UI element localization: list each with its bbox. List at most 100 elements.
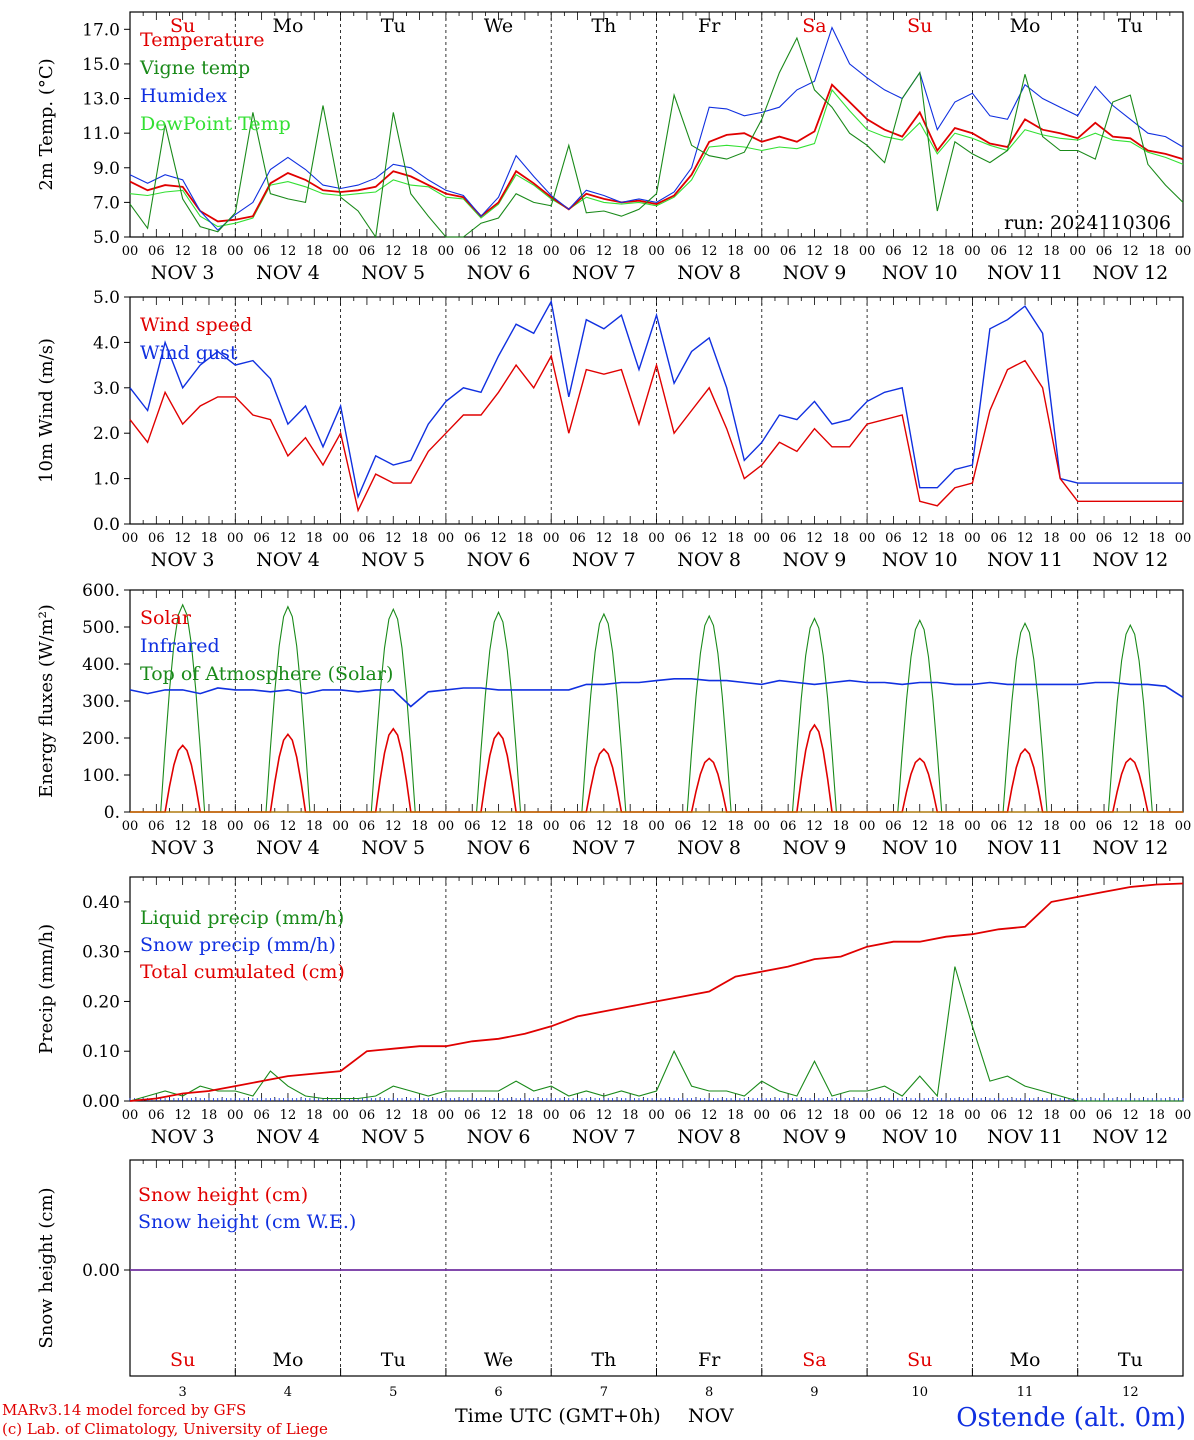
series-line-humidex (129, 26, 1184, 231)
x-hour-label: 18 (1148, 1108, 1165, 1123)
series-line-total-cumulated (129, 882, 1184, 1102)
x-hour-label: 00 (332, 531, 349, 546)
y-tick-label: 200. (82, 729, 120, 749)
x-hour-label: 18 (938, 531, 955, 546)
x-date-label: NOV 6 (467, 837, 531, 859)
x-date-label: NOV 4 (256, 1126, 320, 1148)
x-date-label: NOV 9 (783, 549, 847, 571)
x-hour-label: 00 (859, 1108, 876, 1123)
x-date-label: NOV 8 (677, 837, 741, 859)
x-date-label: NOV 10 (882, 262, 958, 284)
y-tick-label: 0.00 (82, 1092, 120, 1112)
x-hour-label: 00 (1069, 1108, 1086, 1123)
x-hour-label: 00 (1175, 819, 1192, 834)
x-date-label: NOV 4 (256, 549, 320, 571)
day-name-label: Fr (698, 15, 721, 37)
x-date-label: NOV 9 (783, 837, 847, 859)
y-tick-label: 2.0 (93, 424, 120, 444)
station-name: Ostende (alt. 0m) (956, 1403, 1186, 1433)
lab-credit: (c) Lab. of Climatology, University of L… (2, 1420, 328, 1438)
x-hour-label: 00 (964, 819, 981, 834)
x-hour-label: 06 (990, 819, 1007, 834)
y-tick-label: 3.0 (93, 379, 120, 399)
x-hour-label: 06 (359, 244, 376, 259)
x-hour-label: 06 (464, 1108, 481, 1123)
x-hour-label: 00 (332, 244, 349, 259)
y-tick-label: 1.0 (93, 470, 120, 490)
x-hour-label: 00 (648, 819, 665, 834)
x-day-number: 4 (284, 1385, 292, 1400)
x-hour-label: 00 (438, 244, 455, 259)
x-hour-label: 12 (806, 531, 823, 546)
x-hour-label: 06 (359, 531, 376, 546)
x-hour-label: 18 (1043, 819, 1060, 834)
x-hour-label: 06 (885, 244, 902, 259)
x-hour-label: 18 (306, 531, 323, 546)
x-hour-label: 06 (253, 1108, 270, 1123)
legend-entry: Total cumulated (cm) (140, 961, 345, 983)
x-hour-label: 06 (885, 1108, 902, 1123)
model-credit: MARv3.14 model forced by GFS (2, 1401, 247, 1419)
day-name-label: Su (170, 15, 195, 37)
x-hour-label: 00 (332, 819, 349, 834)
y-tick-label: 4.0 (93, 333, 120, 353)
x-date-label: NOV 3 (151, 549, 215, 571)
x-hour-label: 00 (122, 244, 139, 259)
x-hour-label: 18 (411, 531, 428, 546)
x-hour-label: 06 (1096, 244, 1113, 259)
x-hour-label: 12 (701, 819, 718, 834)
x-hour-label: 00 (122, 531, 139, 546)
x-hour-label: 00 (859, 819, 876, 834)
x-hour-label: 18 (727, 531, 744, 546)
x-hour-label: 00 (964, 244, 981, 259)
x-hour-label: 06 (675, 531, 692, 546)
x-date-label: NOV 3 (151, 1126, 215, 1148)
series-line-vigne-temp (129, 36, 1184, 239)
y-tick-label: 0.20 (82, 992, 120, 1012)
legend-entry: Humidex (140, 85, 227, 107)
x-date-label: NOV 12 (1092, 549, 1168, 571)
x-hour-label: 00 (543, 244, 560, 259)
x-hour-label: 18 (1043, 1108, 1060, 1123)
meteogram: 5.0 7.0 9.0 11.0 13.0 15.0 17.0 2m Temp. (°C) Te… (36, 11, 1192, 1400)
x-hour-label: 00 (1175, 531, 1192, 546)
x-hour-label: 18 (306, 819, 323, 834)
x-hour-label: 18 (938, 819, 955, 834)
y-tick-label: 0.30 (82, 943, 120, 963)
x-hour-label: 12 (174, 244, 191, 259)
x-hour-label: 12 (806, 244, 823, 259)
x-date-label: NOV 11 (987, 262, 1063, 284)
x-hour-label: 00 (227, 1108, 244, 1123)
x-hour-label: 06 (780, 531, 797, 546)
x-hour-label: 06 (990, 1108, 1007, 1123)
x-hour-label: 00 (648, 531, 665, 546)
x-axis-month: NOV (688, 1405, 734, 1427)
x-day-number: 9 (810, 1385, 818, 1400)
x-hour-label: 00 (859, 244, 876, 259)
panel-3: 0. 100. 200. 300. 400. 500. 600. Energy fluxes … (36, 581, 1191, 859)
x-hour-label: 18 (833, 1108, 850, 1123)
legend-entry: Temperature (140, 29, 264, 51)
day-name-label: Su (907, 1349, 932, 1371)
y-axis-title: 2m Temp. (°C) (36, 58, 57, 190)
x-hour-label: 12 (701, 244, 718, 259)
x-hour-label: 12 (174, 531, 191, 546)
x-day-number: 3 (179, 1385, 187, 1400)
y-tick-label: 11.0 (82, 124, 120, 144)
x-hour-label: 18 (1043, 244, 1060, 259)
x-date-label: NOV 11 (987, 549, 1063, 571)
x-hour-label: 06 (885, 531, 902, 546)
y-axis-title: Precip (mm/h) (36, 924, 57, 1054)
x-hour-label: 18 (411, 244, 428, 259)
x-hour-label: 06 (569, 531, 586, 546)
x-hour-label: 18 (201, 244, 218, 259)
x-hour-label: 06 (148, 244, 165, 259)
x-hour-label: 00 (754, 1108, 771, 1123)
x-hour-label: 12 (911, 531, 928, 546)
x-hour-label: 18 (517, 819, 534, 834)
x-hour-label: 18 (727, 244, 744, 259)
x-hour-label: 06 (464, 244, 481, 259)
x-hour-label: 00 (1069, 531, 1086, 546)
x-date-label: NOV 12 (1092, 1126, 1168, 1148)
x-hour-label: 00 (438, 1108, 455, 1123)
